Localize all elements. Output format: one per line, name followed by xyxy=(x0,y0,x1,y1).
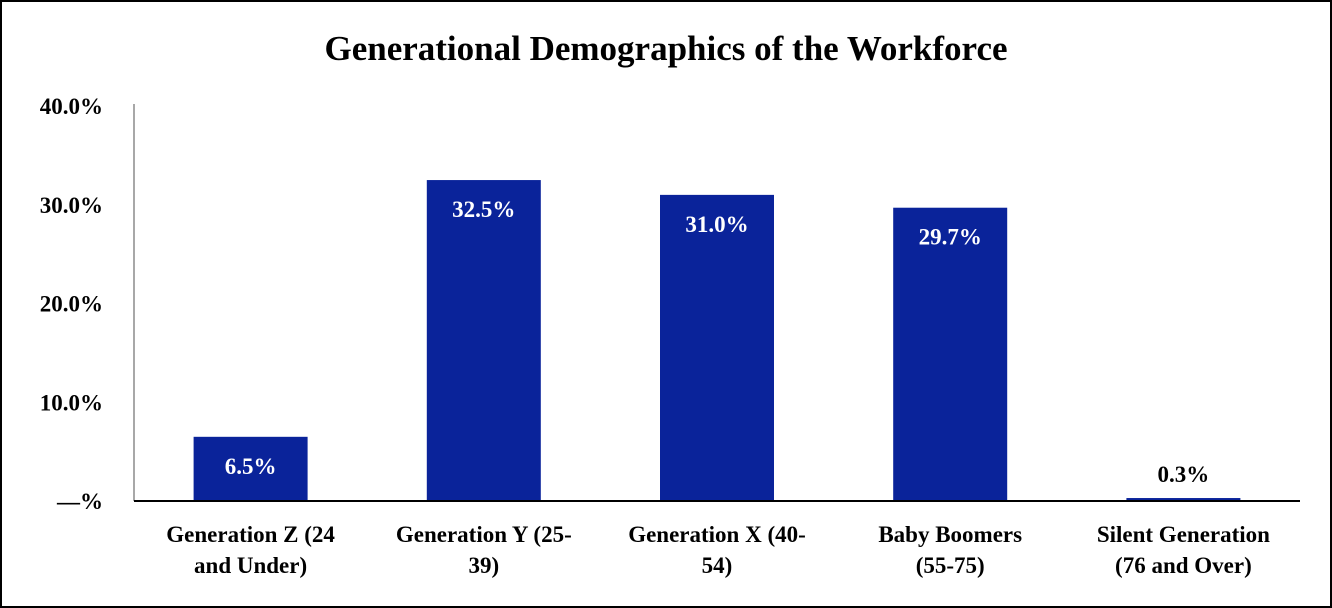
bar xyxy=(426,180,541,501)
category-label: Baby Boomers xyxy=(878,522,1022,547)
bar xyxy=(893,207,1008,501)
data-label: 31.0% xyxy=(685,212,748,237)
y-tick-label: 40.0% xyxy=(40,94,103,119)
y-tick-label: 30.0% xyxy=(40,193,103,218)
y-axis: —% 10.0% 20.0% 30.0% 40.0% xyxy=(40,94,135,514)
category-labels: Generation Z (24 and Under) Generation Y (… xyxy=(166,522,1270,578)
y-tick-label: —% xyxy=(56,489,103,514)
category-label: and Under) xyxy=(194,553,307,578)
chart-title: Generational Demographics of the Workfor… xyxy=(324,29,1007,68)
category-label: (76 and Over) xyxy=(1115,553,1252,578)
data-label: 0.3% xyxy=(1158,462,1210,487)
bars xyxy=(134,180,1300,502)
category-label: Generation Z (24 xyxy=(166,522,335,547)
data-label: 32.5% xyxy=(452,197,515,222)
y-tick-label: 20.0% xyxy=(40,292,103,317)
data-label: 29.7% xyxy=(919,225,982,250)
bar xyxy=(1126,498,1241,501)
category-label: Generation X (40- xyxy=(628,522,806,547)
category-label: 54) xyxy=(702,553,733,578)
data-label: 6.5% xyxy=(225,454,277,479)
category-label: Generation Y (25- xyxy=(396,522,572,547)
category-label: 39) xyxy=(468,553,499,578)
category-label: (55-75) xyxy=(916,553,985,578)
category-label: Silent Generation xyxy=(1097,522,1270,547)
data-labels: 6.5% 32.5% 31.0% 29.7% 0.3% xyxy=(225,197,1210,487)
y-tick-label: 10.0% xyxy=(40,390,103,415)
bar xyxy=(660,194,774,501)
bar xyxy=(193,436,308,501)
